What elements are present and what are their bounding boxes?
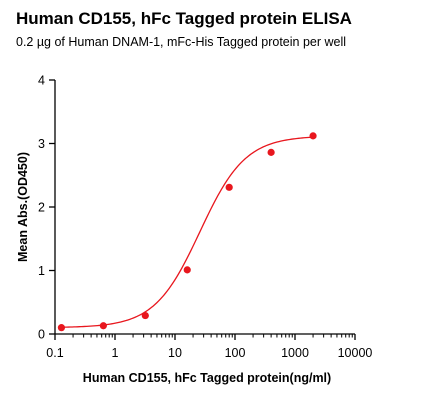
y-tick-label: 1	[38, 264, 45, 278]
y-axis: 0 1 2 3 4	[38, 74, 56, 342]
x-tick-label: 10	[168, 346, 182, 360]
x-axis: 0.1 1 10 100 1000 10000	[46, 333, 373, 360]
data-point	[225, 183, 233, 191]
fit-curve-layer	[61, 136, 314, 328]
x-tick-label: 0.1	[46, 346, 63, 360]
x-tick-label: 1000	[281, 346, 309, 360]
chart-subtitle: 0.2 µg of Human DNAM-1, mFc-His Tagged p…	[16, 35, 347, 49]
y-tick-label: 4	[38, 74, 45, 88]
data-points-layer	[57, 132, 317, 332]
data-point	[267, 148, 275, 156]
fit-curve	[61, 136, 314, 328]
y-tick-label: 2	[38, 201, 45, 215]
x-tick-label: 10000	[338, 346, 373, 360]
data-point	[57, 324, 66, 332]
x-tick-label: 100	[225, 346, 246, 360]
y-tick-label: 3	[38, 137, 45, 151]
data-point	[309, 132, 317, 140]
x-axis-label: Human CD155, hFc Tagged protein(ng/ml)	[83, 371, 331, 385]
chart-title: Human CD155, hFc Tagged protein ELISA	[16, 9, 352, 28]
data-point	[141, 311, 149, 320]
y-tick-label: 0	[38, 328, 45, 342]
data-point	[99, 322, 107, 330]
y-axis-label: Mean Abs.(OD450)	[16, 152, 30, 262]
x-tick-label: 1	[112, 346, 119, 360]
data-point	[183, 266, 191, 274]
